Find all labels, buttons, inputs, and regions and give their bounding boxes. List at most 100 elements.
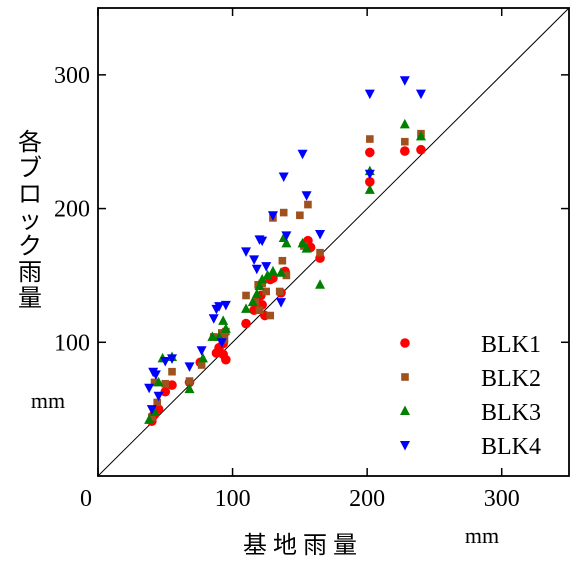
data-point xyxy=(276,267,287,277)
legend-label: BLK3 xyxy=(481,400,541,426)
data-point xyxy=(150,378,159,387)
reference-diagonal-line xyxy=(97,7,570,477)
data-point xyxy=(415,130,426,141)
data-point xyxy=(416,144,426,155)
data-point xyxy=(161,379,170,388)
data-point xyxy=(184,383,195,394)
data-point xyxy=(184,362,195,372)
data-point xyxy=(257,236,268,247)
data-point xyxy=(278,172,289,182)
data-point xyxy=(364,89,375,100)
data-point xyxy=(281,231,292,241)
data-point xyxy=(366,135,374,143)
data-point xyxy=(167,354,178,364)
data-point xyxy=(197,352,208,363)
data-point xyxy=(261,262,272,272)
data-point xyxy=(365,177,375,187)
data-point xyxy=(278,256,287,265)
data-point xyxy=(279,208,288,217)
data-point xyxy=(216,338,227,348)
data-point xyxy=(315,279,326,289)
data-point xyxy=(296,211,304,220)
data-point xyxy=(241,247,252,257)
data-point xyxy=(267,265,278,276)
plot-frame xyxy=(97,7,570,477)
legend-marker xyxy=(400,405,410,415)
x-tick-label: 0 xyxy=(80,486,92,512)
data-point xyxy=(220,300,231,311)
data-point xyxy=(218,315,229,325)
data-point xyxy=(168,367,176,376)
data-point xyxy=(148,413,156,421)
legend-label: BLK1 xyxy=(481,332,541,358)
data-point xyxy=(218,329,226,337)
legend-marker xyxy=(401,373,409,381)
legend-marker xyxy=(400,338,410,348)
data-point xyxy=(315,229,326,240)
data-point xyxy=(146,405,157,415)
data-point xyxy=(167,380,177,390)
data-point xyxy=(401,137,409,146)
data-point xyxy=(247,296,258,307)
data-point xyxy=(242,291,250,300)
x-axis-label: 基 地 雨 量 xyxy=(243,532,357,559)
data-point xyxy=(153,391,164,402)
data-point xyxy=(297,149,308,160)
data-points xyxy=(144,76,426,426)
data-point xyxy=(364,184,375,194)
x-axis-ticks: 0 100 200 300 xyxy=(80,8,520,512)
legend-label: BLK2 xyxy=(481,366,541,392)
data-point xyxy=(275,287,284,296)
x-tick-label: 200 xyxy=(349,486,385,512)
data-point xyxy=(297,237,308,248)
data-point xyxy=(196,346,207,356)
legend-item-blk2: BLK2 xyxy=(401,366,541,392)
data-point xyxy=(160,386,171,397)
data-point xyxy=(251,288,262,299)
y-axis-label: 各ブロック雨量 xyxy=(18,129,42,312)
data-point xyxy=(150,370,161,380)
legend: BLK1 BLK2 BLK3 BLK4 xyxy=(400,332,541,460)
data-point xyxy=(267,211,278,221)
data-point xyxy=(301,243,312,253)
data-point xyxy=(144,383,155,394)
x-tick-label: 100 xyxy=(215,486,251,512)
y-axis-unit: mm xyxy=(31,388,65,413)
data-point xyxy=(241,318,251,329)
data-point xyxy=(249,255,260,265)
data-point xyxy=(255,306,264,314)
data-point xyxy=(251,264,262,275)
data-point xyxy=(221,354,231,365)
x-axis-unit: mm xyxy=(465,523,499,548)
series-blk4 xyxy=(144,76,426,415)
data-point xyxy=(415,89,426,100)
y-axis-ticks: 100 200 300 xyxy=(54,63,569,356)
legend-label: BLK4 xyxy=(481,434,541,460)
data-point xyxy=(197,361,206,369)
data-point xyxy=(399,118,410,129)
data-point xyxy=(365,147,375,158)
y-tick-label: 100 xyxy=(54,330,90,356)
data-point xyxy=(316,248,324,257)
data-point xyxy=(301,191,312,201)
data-point xyxy=(185,377,194,385)
legend-marker xyxy=(400,441,410,451)
data-point xyxy=(266,311,275,320)
data-point xyxy=(262,269,273,280)
data-point xyxy=(160,357,171,367)
data-point xyxy=(207,331,218,341)
data-point xyxy=(258,279,266,288)
data-point xyxy=(241,303,252,313)
legend-item-blk1: BLK1 xyxy=(400,332,541,358)
legend-item-blk4: BLK4 xyxy=(400,434,541,460)
x-tick-label: 300 xyxy=(484,486,520,512)
y-tick-label: 200 xyxy=(54,197,90,223)
data-point xyxy=(276,298,287,308)
y-tick-label: 300 xyxy=(54,63,90,89)
data-point xyxy=(254,280,265,291)
data-point xyxy=(281,237,292,248)
data-point xyxy=(400,146,410,156)
data-point xyxy=(220,323,231,333)
